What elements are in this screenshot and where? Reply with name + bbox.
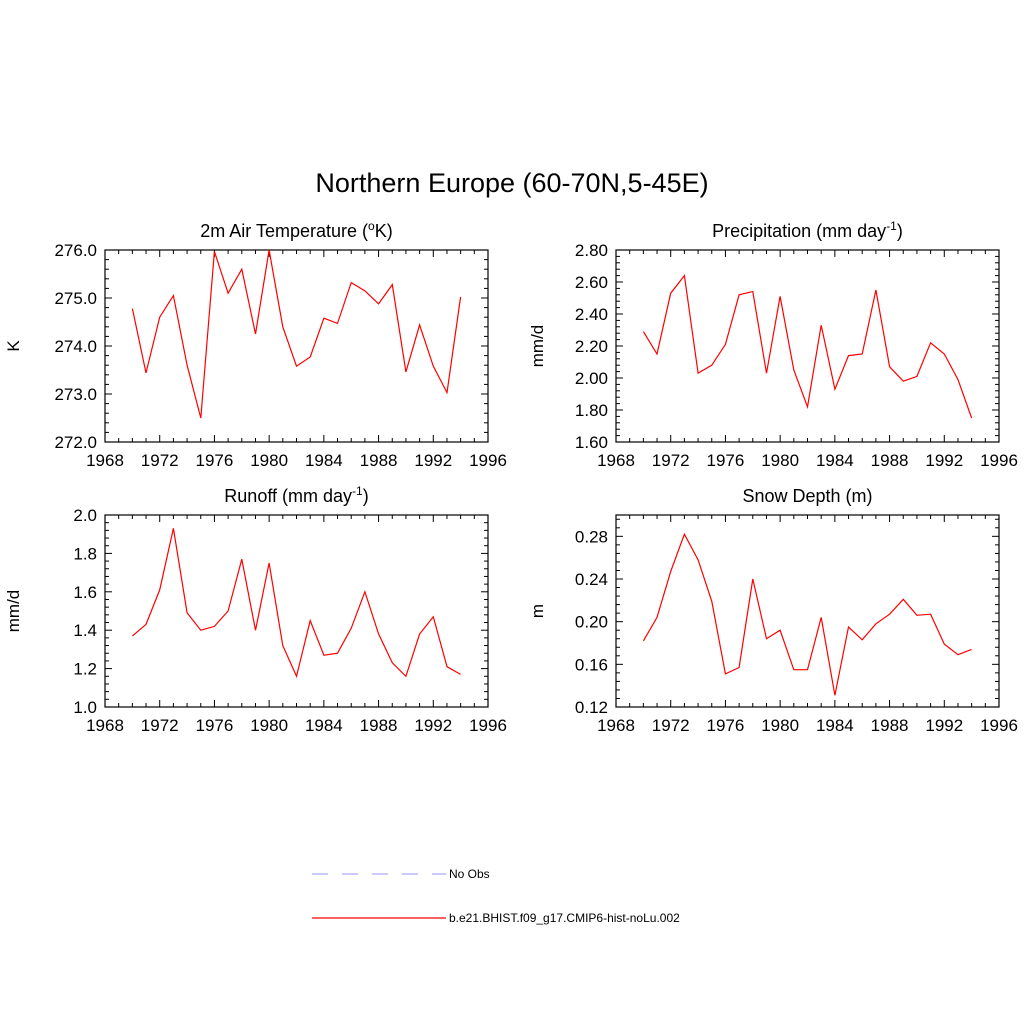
panel-title: Runoff (mm day-1) xyxy=(224,484,368,506)
y-tick-label: 274.0 xyxy=(54,337,97,356)
y-tick-label: 1.4 xyxy=(73,621,97,640)
legend-label: No Obs xyxy=(449,867,490,881)
plot-frame xyxy=(615,514,1000,708)
x-tick-label: 1988 xyxy=(871,451,909,470)
x-tick-label: 1976 xyxy=(707,716,745,735)
y-tick-label: 2.80 xyxy=(575,241,608,260)
x-tick-label: 1980 xyxy=(761,451,799,470)
panel-2: 1968 1972 1976 1980 1984 1988 1992 1996 1.60 1.80… xyxy=(528,219,1018,470)
panel-title: Precipitation (mm day-1) xyxy=(712,219,903,241)
y-tick-label: 276.0 xyxy=(54,241,97,260)
panel-1: 1968 1972 1976 1980 1984 1988 1992 1996 272.0 273… xyxy=(4,219,507,470)
y-tick-label: 1.60 xyxy=(575,433,608,452)
figure-title: Northern Europe (60-70N,5-45E) xyxy=(315,168,709,198)
plot-frame xyxy=(615,249,1000,443)
y-tick-label: 275.0 xyxy=(54,289,97,308)
series-line xyxy=(131,249,462,419)
panels-group: 1968 1972 1976 1980 1984 1988 1992 1996 272.0 273… xyxy=(4,219,1018,735)
panel-title-main: 2m Air Temperature ( xyxy=(200,221,368,241)
y-tick-label: 273.0 xyxy=(54,385,97,404)
y-tick-label: 2.20 xyxy=(575,337,608,356)
y-tick-label: 2.60 xyxy=(575,273,608,292)
y-axis-label: mm/d xyxy=(4,590,23,633)
x-tick-label: 1968 xyxy=(597,716,635,735)
x-tick-label: 1980 xyxy=(250,716,288,735)
x-tick-label: 1984 xyxy=(816,451,854,470)
panel-title-tail: ) xyxy=(363,486,369,506)
x-tick-label: 1972 xyxy=(652,716,690,735)
panel-title-superscript: -1 xyxy=(352,484,363,498)
panel-title-main: Precipitation (mm day xyxy=(712,221,886,241)
x-tick-label: 1976 xyxy=(196,451,234,470)
panel-3: 1968 1972 1976 1980 1984 1988 1992 1996 1.0 1.2 1.… xyxy=(4,484,507,735)
panel-title: Snow Depth (m) xyxy=(742,486,872,506)
x-tick-label: 1972 xyxy=(141,451,179,470)
x-tick-label: 1992 xyxy=(925,451,963,470)
x-tick-label: 1988 xyxy=(360,716,398,735)
panel-title: 2m Air Temperature (oK) xyxy=(200,219,392,241)
x-tick-label: 1992 xyxy=(414,716,452,735)
y-axis-label: K xyxy=(4,340,23,352)
panel-title-tail: K) xyxy=(375,221,393,241)
x-tick-label: 1976 xyxy=(707,451,745,470)
y-axis-label: mm/d xyxy=(528,325,547,368)
legend: No Obs b.e21.BHIST.f09_g17.CMIP6-hist-noL… xyxy=(312,867,680,925)
series-line xyxy=(132,528,461,679)
plot-frame xyxy=(104,514,489,708)
x-tick-label: 1988 xyxy=(360,451,398,470)
x-tick-label: 1984 xyxy=(816,716,854,735)
x-tick-label: 1992 xyxy=(925,716,963,735)
x-tick-label: 1988 xyxy=(871,716,909,735)
panel-title-superscript: o xyxy=(368,219,375,233)
legend-label: b.e21.BHIST.f09_g17.CMIP6-hist-noLu.002 xyxy=(449,911,680,925)
series-line xyxy=(642,532,972,696)
x-tick-label: 1996 xyxy=(469,716,507,735)
y-axis-label: m xyxy=(528,604,547,618)
x-tick-label: 1980 xyxy=(250,451,288,470)
y-tick-label: 1.0 xyxy=(73,698,97,717)
y-tick-label: 0.20 xyxy=(575,613,608,632)
plot-frame xyxy=(104,249,489,443)
x-tick-label: 1980 xyxy=(761,716,799,735)
panel-title-superscript: -1 xyxy=(886,219,897,233)
y-tick-label: 2.00 xyxy=(575,369,608,388)
x-tick-label: 1984 xyxy=(305,451,343,470)
x-tick-label: 1968 xyxy=(86,451,124,470)
y-tick-label: 1.6 xyxy=(73,583,97,602)
panel-4: 1968 1972 1976 1980 1984 1988 1992 1996 0.12 0.16… xyxy=(528,486,1018,735)
x-tick-label: 1992 xyxy=(414,451,452,470)
panel-title-main: Runoff (mm day xyxy=(224,486,352,506)
x-tick-label: 1972 xyxy=(141,716,179,735)
panel-title-tail: ) xyxy=(897,221,903,241)
y-tick-label: 0.12 xyxy=(575,698,608,717)
x-tick-label: 1984 xyxy=(305,716,343,735)
y-tick-label: 1.80 xyxy=(575,401,608,420)
x-tick-label: 1968 xyxy=(597,451,635,470)
y-tick-label: 272.0 xyxy=(54,433,97,452)
y-tick-label: 0.28 xyxy=(575,527,608,546)
panel-title-main: Snow Depth (m) xyxy=(742,486,872,506)
x-tick-label: 1996 xyxy=(980,716,1018,735)
x-tick-label: 1996 xyxy=(980,451,1018,470)
y-tick-label: 0.24 xyxy=(575,570,608,589)
x-tick-label: 1996 xyxy=(469,451,507,470)
y-tick-label: 0.16 xyxy=(575,655,608,674)
series-line xyxy=(642,274,973,419)
y-tick-label: 2.0 xyxy=(73,506,97,525)
y-tick-label: 2.40 xyxy=(575,305,608,324)
x-tick-label: 1968 xyxy=(86,716,124,735)
x-tick-label: 1976 xyxy=(196,716,234,735)
y-tick-label: 1.2 xyxy=(73,660,97,679)
x-tick-label: 1972 xyxy=(652,451,690,470)
y-tick-label: 1.8 xyxy=(73,544,97,563)
